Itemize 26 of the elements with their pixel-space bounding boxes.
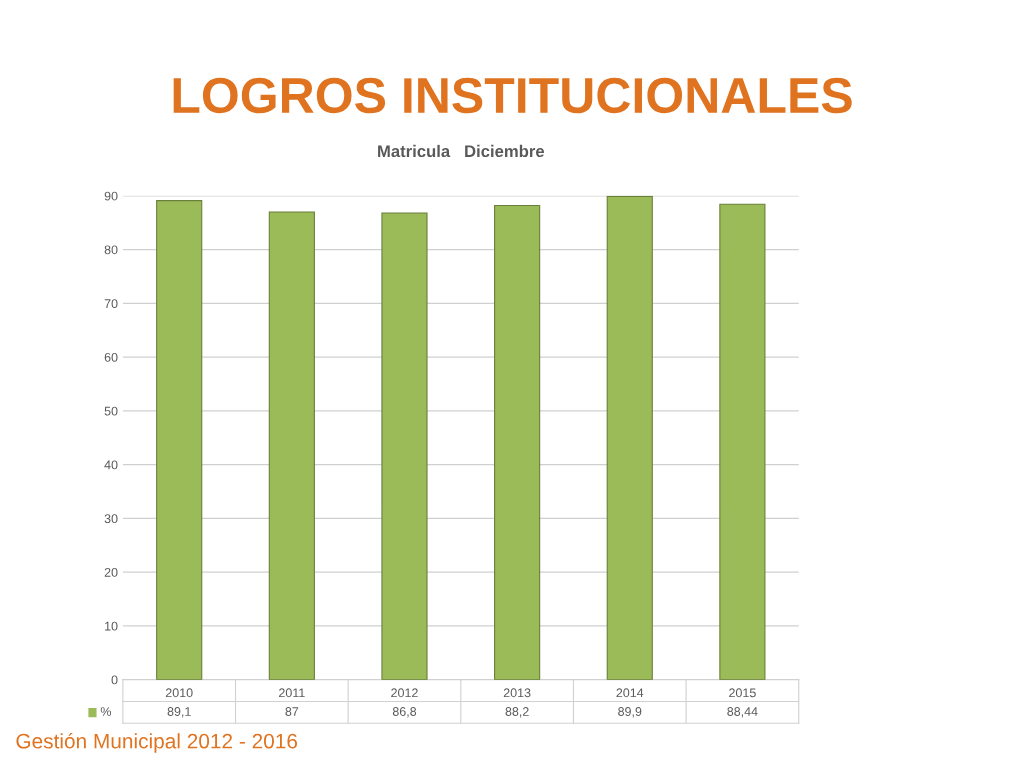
x-tick-label: 2011 — [279, 688, 305, 698]
y-tick-label: 80 — [104, 245, 118, 255]
text: Gestión Municipal 2012 - 2016 — [16, 732, 298, 753]
x-tick-label: 2012 — [391, 688, 418, 698]
x-tick-label: 2013 — [503, 688, 531, 698]
y-tick-label: 10 — [105, 621, 118, 631]
chart-subtitle: Matricula Diciembre — [378, 144, 545, 158]
y-tick-label: 60 — [104, 352, 118, 362]
x-tick-label: 2010 — [165, 688, 193, 698]
data-label: 89,9 — [618, 707, 642, 718]
data-label: 87 — [285, 707, 299, 716]
chart-title: LOGROS INSTITUCIONALES — [173, 77, 852, 114]
data-label: 88,2 — [505, 707, 529, 718]
y-tick-label: 30 — [104, 514, 118, 524]
data-label: 89,1 — [167, 707, 191, 718]
y-tick-label: 50 — [104, 406, 118, 416]
y-tick-label: 70 — [104, 299, 118, 309]
y-tick-label: 90 — [104, 191, 118, 201]
x-tick-label: 2014 — [616, 688, 644, 698]
data-label: 88,44 — [727, 707, 758, 718]
y-tick-label: 0 — [111, 675, 118, 685]
x-tick-label: 2015 — [729, 688, 756, 698]
legend-label: % — [100, 707, 112, 716]
y-tick-label: 20 — [104, 567, 118, 577]
y-tick-label: 40 — [104, 460, 118, 470]
data-label: 86,8 — [392, 707, 417, 718]
